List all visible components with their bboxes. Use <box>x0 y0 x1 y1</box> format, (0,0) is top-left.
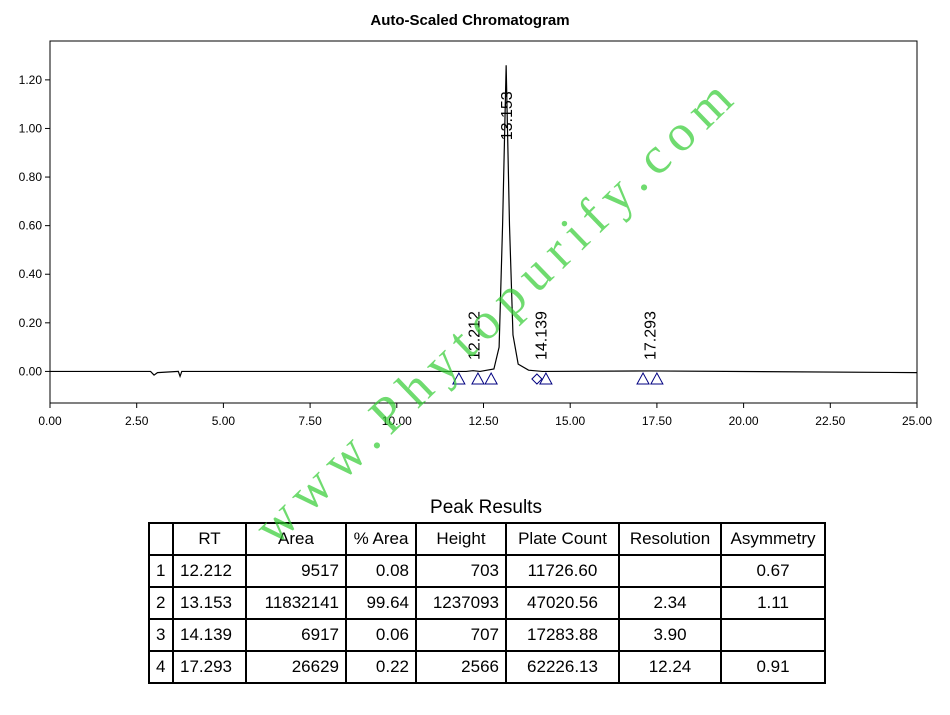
chromatogram-line <box>50 65 918 379</box>
table-title: Peak Results <box>430 497 542 518</box>
table-cell: 11726.60 <box>505 554 620 588</box>
table-cell: 2.34 <box>618 586 722 620</box>
y-tick-label: 1.00 <box>19 121 43 135</box>
table-cell <box>618 554 722 588</box>
table-cell: 11832141 <box>245 586 347 620</box>
integration-marker <box>531 373 543 385</box>
y-tick-label: 0.80 <box>19 170 43 184</box>
header-cell <box>148 522 174 556</box>
y-tick-label: 0.40 <box>19 267 43 281</box>
header-cell: RT <box>172 522 247 556</box>
header-cell: Height <box>415 522 507 556</box>
header-cell: Plate Count <box>505 522 620 556</box>
table-cell: 47020.56 <box>505 586 620 620</box>
y-tick-label: 0.60 <box>19 219 43 233</box>
integration-marker <box>539 371 553 385</box>
table-cell: 6917 <box>245 618 347 652</box>
table-row: 4 17.293 26629 0.22 2566 62226.13 12.24 0.91 <box>148 650 826 684</box>
table-cell: 13.153 <box>172 586 247 620</box>
table-cell: 1 <box>148 554 174 588</box>
table-cell: 1.11 <box>720 586 826 620</box>
table-cell: 4 <box>148 650 174 684</box>
integration-marker <box>471 371 485 385</box>
chart: Auto-Scaled Chromatogram 0.00 2.50 5.00 7.5… <box>19 12 933 428</box>
table-row: 1 12.212 9517 0.08 703 11726.60 0.67 <box>148 554 826 588</box>
results-table: RT Area% Area Height Plate Count Resolution A… <box>148 522 826 684</box>
x-tick-label: 5.00 <box>212 414 236 428</box>
header-cell: Asymmetry <box>720 522 826 556</box>
table-cell: 707 <box>415 618 507 652</box>
peak-label: 14.139 <box>533 311 550 360</box>
table-cell: 12.24 <box>618 650 722 684</box>
x-tick-label: 20.00 <box>729 414 759 428</box>
table-cell: 14.139 <box>172 618 247 652</box>
table-row: 3 14.139 6917 0.06 707 17283.88 3.90 <box>148 618 826 652</box>
x-tick-label: 17.50 <box>642 414 672 428</box>
table-cell: 2566 <box>415 650 507 684</box>
peak-label: 12.212 <box>467 311 484 360</box>
x-tick-label: 25.00 <box>902 414 932 428</box>
table-cell: 0.67 <box>720 554 826 588</box>
table-cell: 62226.13 <box>505 650 620 684</box>
integration-marker <box>452 371 466 385</box>
table-cell: 26629 <box>245 650 347 684</box>
y-tick-label: 0.00 <box>19 364 43 378</box>
table-cell: 0.22 <box>345 650 417 684</box>
header-cell: Resolution <box>618 522 722 556</box>
x-tick-label: 15.00 <box>555 414 585 428</box>
y-tick-label: 0.20 <box>19 316 43 330</box>
integration-marker <box>484 371 498 385</box>
table-cell: 1237093 <box>415 586 507 620</box>
table-cell: 0.08 <box>345 554 417 588</box>
table-cell: 0.06 <box>345 618 417 652</box>
x-tick-label: 12.50 <box>468 414 498 428</box>
table-cell: 9517 <box>245 554 347 588</box>
integration-marker <box>650 371 664 385</box>
table-row: 2 13.153 11832141 99.64 1237093 47020.56 2.34 1… <box>148 586 826 620</box>
x-tick-label: 2.50 <box>125 414 149 428</box>
table-cell <box>720 618 826 652</box>
table-cell: 3.90 <box>618 618 722 652</box>
table-cell: 703 <box>415 554 507 588</box>
table-cell: 0.91 <box>720 650 826 684</box>
chart-title: Auto-Scaled Chromatogram <box>370 12 569 29</box>
table-cell: 3 <box>148 618 174 652</box>
y-tick-label: 1.20 <box>19 73 43 87</box>
x-tick-label: 10.00 <box>382 414 412 428</box>
table-cell: 12.212 <box>172 554 247 588</box>
table-cell: 17283.88 <box>505 618 620 652</box>
integration-marker <box>636 371 650 385</box>
x-tick-label: 7.50 <box>298 414 322 428</box>
header-cell: Area <box>245 522 347 556</box>
peak-label: 17.293 <box>643 311 660 360</box>
x-tick-label: 22.50 <box>815 414 845 428</box>
table-cell: 2 <box>148 586 174 620</box>
table-cell: 17.293 <box>172 650 247 684</box>
header-cell: % Area <box>345 522 417 556</box>
table-cell: 99.64 <box>345 586 417 620</box>
peak-label: 13.153 <box>499 91 516 140</box>
header-row: RT Area% Area Height Plate Count Resolution A… <box>148 522 826 556</box>
x-tick-label: 0.00 <box>38 414 62 428</box>
